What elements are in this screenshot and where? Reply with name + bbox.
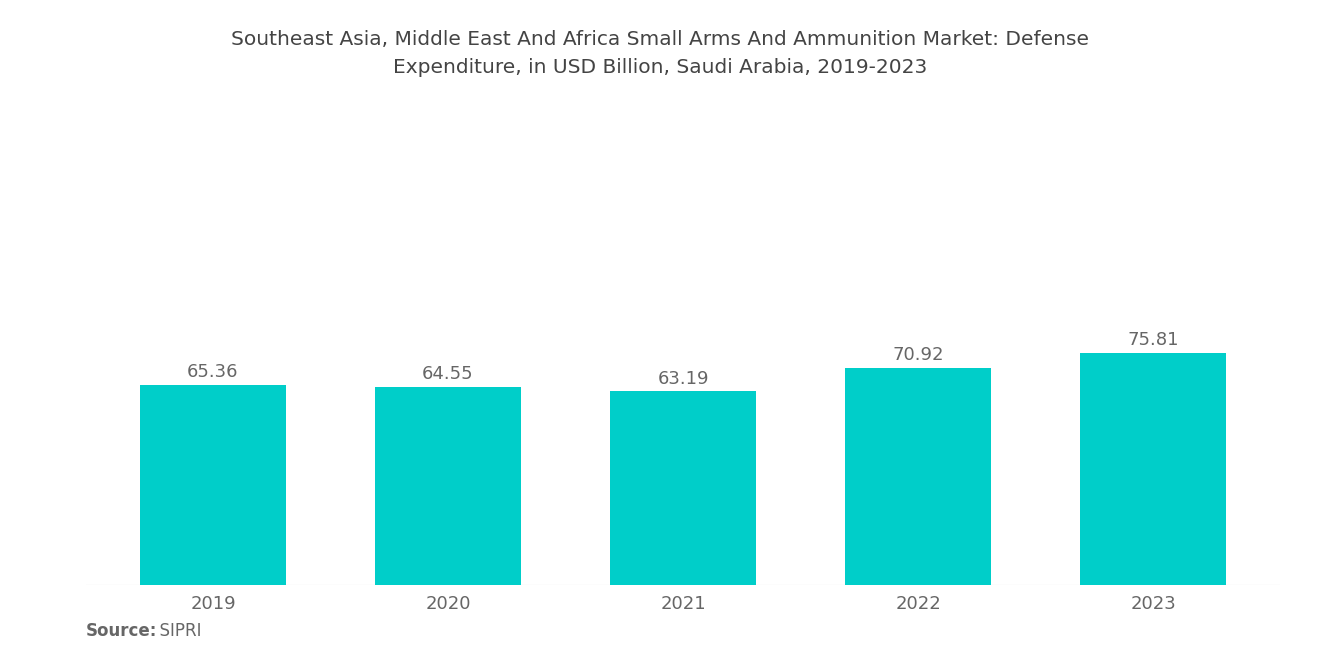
Bar bbox=[140, 384, 286, 585]
Text: 70.92: 70.92 bbox=[892, 346, 944, 364]
Text: 64.55: 64.55 bbox=[422, 365, 474, 384]
Bar bbox=[610, 391, 756, 585]
Text: 65.36: 65.36 bbox=[187, 363, 239, 381]
Text: Source:: Source: bbox=[86, 622, 157, 640]
Bar bbox=[1080, 352, 1226, 585]
Text: 63.19: 63.19 bbox=[657, 370, 709, 388]
Text: Southeast Asia, Middle East And Africa Small Arms And Ammunition Market: Defense: Southeast Asia, Middle East And Africa S… bbox=[231, 30, 1089, 77]
Text: 75.81: 75.81 bbox=[1127, 331, 1179, 349]
Bar bbox=[845, 368, 991, 585]
Bar bbox=[375, 387, 521, 585]
Text: SIPRI: SIPRI bbox=[149, 622, 202, 640]
